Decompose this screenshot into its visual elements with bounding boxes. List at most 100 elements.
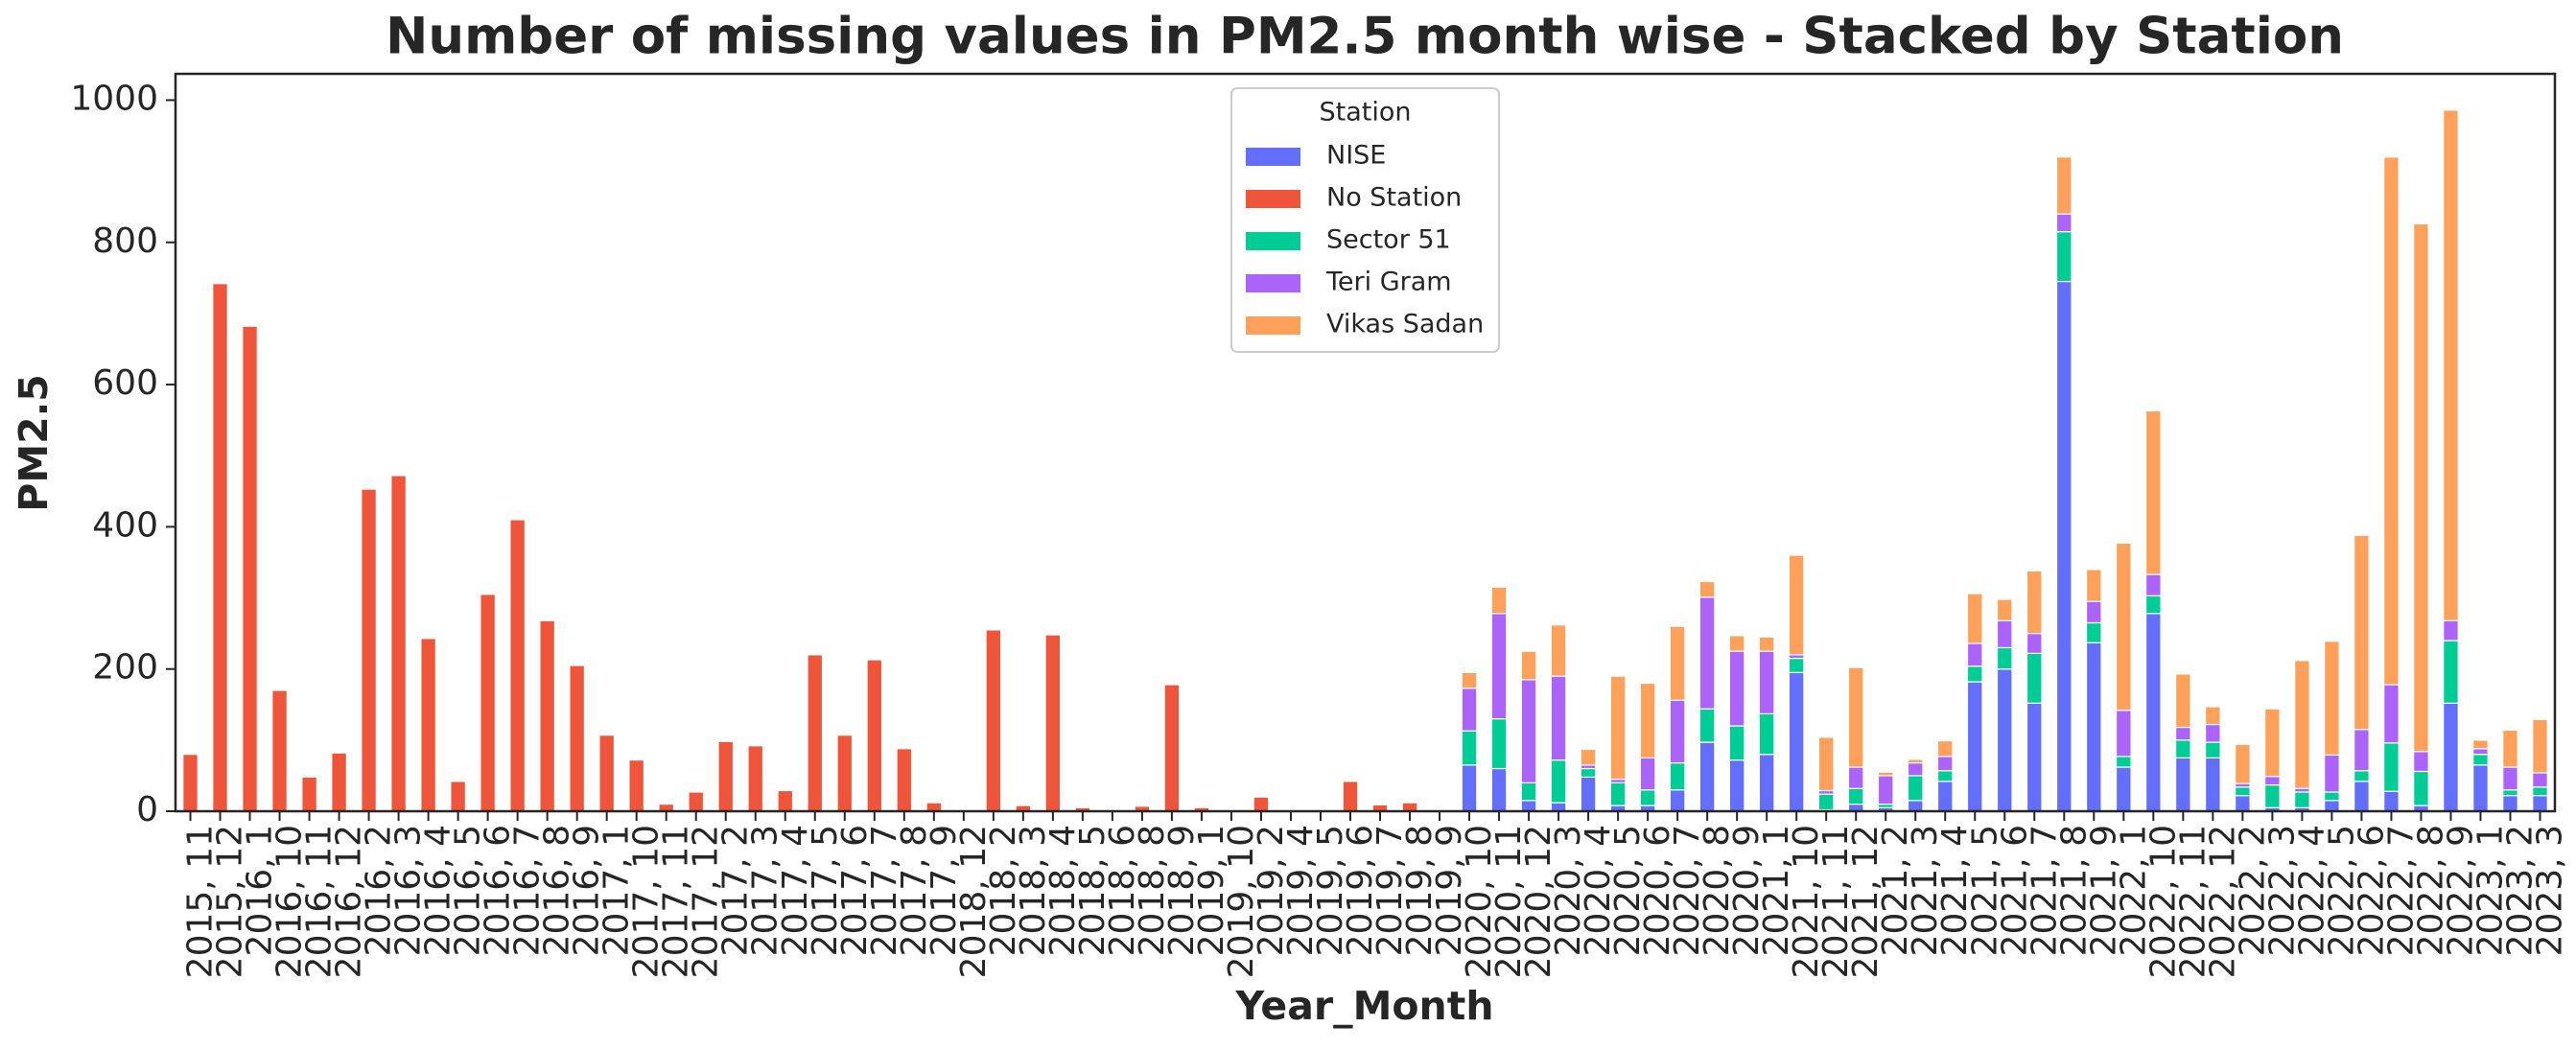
bar-segment [480,594,496,812]
bar-segment [2026,652,2043,704]
bar-segment [2085,600,2102,624]
bar-segment [2115,756,2132,768]
x-tick-label: 2022, 2 [2233,825,2272,956]
bar-segment [1550,802,1567,812]
x-tick-label: 2020, 8 [1698,825,1737,956]
bar-segment [2115,710,2132,758]
x-tick-label: 2016, 8 [538,825,577,956]
bar-segment [2472,754,2489,766]
bar-segment [2235,795,2251,812]
bar-segment [420,638,436,812]
bar-segment [688,791,705,812]
bar-segment [2235,743,2251,784]
bar-segment [2174,673,2191,729]
x-tick-label: 2021, 3 [1906,825,1945,956]
bar-segment [271,689,288,812]
bar-segment [2055,280,2073,812]
x-tick-label: 2021, 9 [2084,825,2123,956]
x-tick-label: 2020, 9 [1727,825,1767,956]
x-tick-label: 2017, 8 [895,825,934,956]
bar-segment [1847,766,1864,789]
bar-segment [2413,222,2429,753]
x-tick-label: 2020, 11 [1489,825,1529,978]
x-tick-label: 2020, 10 [1460,825,1499,978]
bar-segment [1461,671,1478,689]
x-tick-label: 2017, 6 [835,825,875,956]
bar-segment [1342,781,1359,812]
bar-segment [1461,764,1478,812]
x-tick-label: 2016, 4 [419,825,458,956]
bar-segment [2174,739,2191,758]
bar-segment [2502,789,2518,797]
x-tick-label: 2018, 12 [954,825,994,978]
bar-segment [2205,757,2221,812]
x-tick-label: 2021, 11 [1816,825,1856,978]
bar-segment [2264,783,2281,808]
bar-segment [242,325,258,812]
bar-segment [2532,786,2548,797]
bar-segment [2205,723,2221,743]
bar-segment [2413,770,2429,806]
x-tick-label: 2018, 9 [1162,825,1202,956]
bar-segment [390,475,407,812]
bar-segment [1817,793,1835,811]
bar-segment [2085,642,2102,812]
x-tick-label: 2019, 10 [1222,825,1261,978]
x-tick-label: 2019, 5 [1311,825,1350,956]
x-tick-label: 2017, 5 [806,825,845,956]
bar-segment [1490,586,1508,615]
bar-segment [1996,668,2013,812]
bar-segment [2144,409,2162,575]
bar-segment [717,740,735,812]
x-tick-label: 2018, 8 [1133,825,1172,956]
x-tick-label: 2022, 4 [2292,825,2331,956]
bar-segment [985,629,1002,812]
x-tick-label: 2022, 1 [2114,825,2153,956]
x-tick-label: 2018, 5 [1073,825,1112,956]
x-tick-label: 2020, 5 [1608,825,1648,956]
x-tick-label: 2023, 2 [2500,825,2540,956]
bar-segment [2443,702,2459,812]
y-tick-label: 1000 [70,79,158,118]
bar-segment [2144,595,2162,615]
bar-segment [1996,598,2013,621]
bar-segment [1698,596,1716,710]
bar-segment [2174,757,2191,812]
bar-segment [2383,684,2400,744]
bar-segment [2324,800,2340,812]
legend-label: Vikas Sadan [1326,310,1484,339]
bar-segment [1550,675,1567,761]
x-tick-label: 2016, 10 [270,825,310,978]
x-tick-label: 2016, 5 [449,825,488,956]
bar-segment [331,752,347,812]
x-tick-label: 2023, 3 [2530,825,2569,956]
bar-segment [1639,757,1656,791]
bar-segment [2115,766,2132,812]
x-tick-label: 2018, 6 [1103,825,1142,956]
x-tick-label: 2016, 3 [389,825,429,956]
bar-segment [1907,761,1924,777]
x-tick-label: 2022, 8 [2411,825,2450,956]
x-tick-label: 2017, 7 [865,825,904,956]
bar-segment [2383,742,2400,792]
bar-segment [2502,766,2518,791]
bar-segment [866,659,883,812]
bar-segment [1877,771,1894,777]
bar-segment [182,754,199,812]
y-tick-label: 600 [92,363,158,403]
bar-segment [2324,754,2340,793]
bar-segment [569,665,586,812]
bar-segment [2174,726,2191,741]
bar-segment [1580,767,1597,779]
x-tick-label: 2019, 4 [1281,825,1321,956]
bar-segment [1044,634,1062,812]
x-tick-label: 2022, 9 [2441,825,2480,956]
x-tick-label: 2017, 11 [657,825,696,978]
bar-segment [1728,650,1745,727]
bar-segment [2026,570,2043,635]
bar-segment [1758,754,1775,812]
x-tick-label: 2020, 7 [1668,825,1707,956]
x-tick-label: 2017, 10 [627,825,667,978]
bar-segment [925,802,943,812]
bar-segment [1788,657,1805,673]
